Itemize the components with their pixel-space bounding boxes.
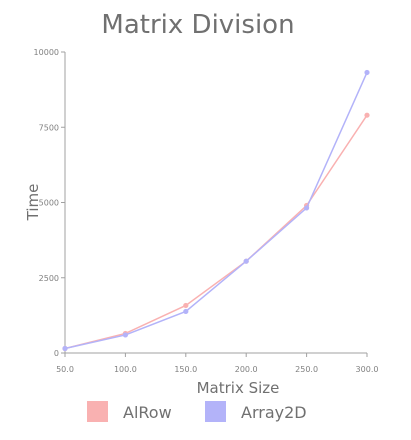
series-line-array2d — [65, 72, 367, 348]
y-tick-label: 10000 — [34, 48, 59, 57]
legend-swatch-array2d — [205, 401, 226, 422]
x-tick-label: 50.0 — [56, 365, 74, 374]
y-axis-label: Time — [24, 184, 42, 222]
x-tick-label: 250.0 — [295, 365, 318, 374]
data-point-array2d — [304, 205, 309, 210]
legend-label-array2d: Array2D — [241, 403, 307, 422]
x-ticks: 50.0 100.0 150.0 200.0 250.0 300.0 — [56, 353, 378, 374]
x-tick-label: 100.0 — [114, 365, 137, 374]
x-tick-label: 300.0 — [356, 365, 379, 374]
series-layer — [62, 70, 369, 351]
data-point-array2d — [62, 346, 67, 351]
data-point-array2d — [123, 332, 128, 337]
legend: AlRow Array2D — [87, 401, 307, 422]
data-point-alrow — [364, 113, 369, 118]
data-point-array2d — [244, 259, 249, 264]
y-tick-label: 2500 — [39, 274, 59, 283]
legend-swatch-alrow — [87, 401, 108, 422]
chart-title: Matrix Division — [101, 10, 294, 40]
series-line-alrow — [65, 115, 367, 348]
data-point-alrow — [183, 303, 188, 308]
x-tick-label: 150.0 — [174, 365, 197, 374]
x-axis-label: Matrix Size — [197, 379, 280, 397]
y-tick-label: 7500 — [39, 123, 59, 132]
y-tick-label: 0 — [54, 349, 59, 358]
data-point-array2d — [364, 70, 369, 75]
data-point-array2d — [183, 309, 188, 314]
x-tick-label: 200.0 — [235, 365, 258, 374]
legend-label-alrow: AlRow — [123, 403, 172, 422]
